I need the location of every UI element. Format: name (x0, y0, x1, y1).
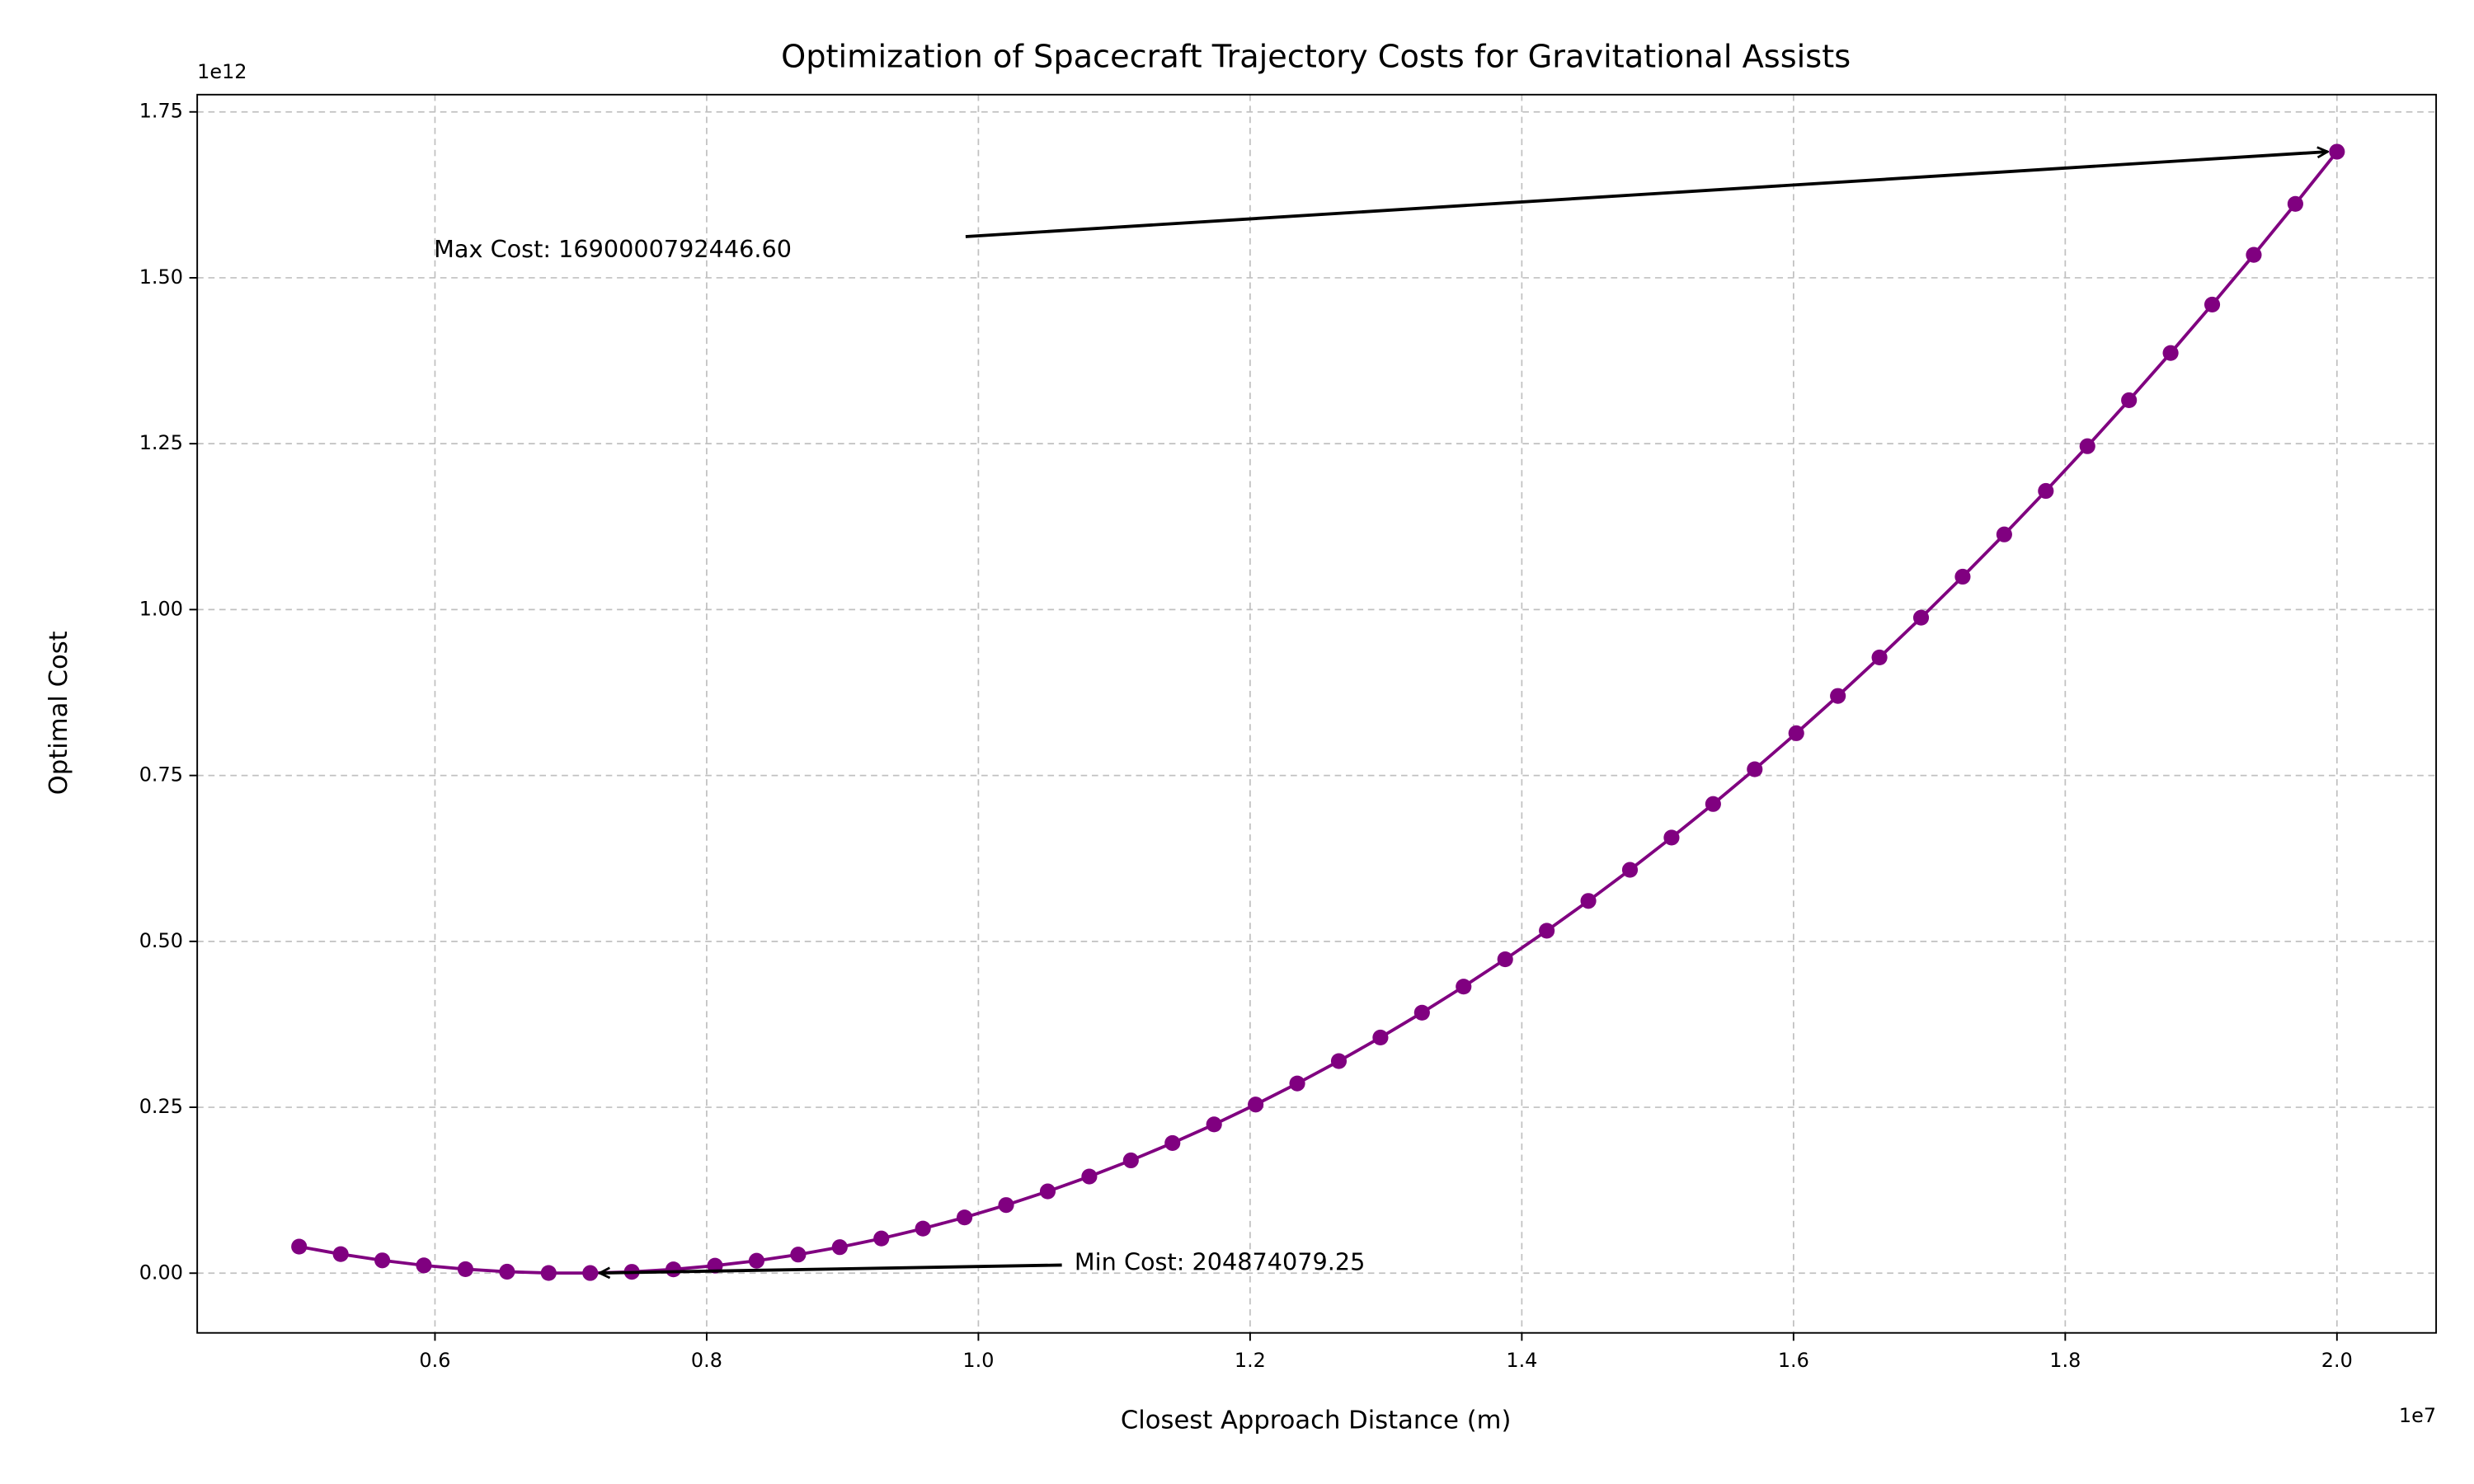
data-point (374, 1252, 391, 1269)
data-point (1122, 1152, 1139, 1169)
y-tick-label: 1.50 (139, 265, 183, 289)
x-tick-label: 1.8 (2049, 1349, 2081, 1372)
x-offset-label: 1e7 (2399, 1404, 2436, 1427)
data-point (1413, 1004, 1430, 1021)
data-point (957, 1209, 973, 1226)
data-point (1456, 979, 1472, 995)
data-point (1539, 923, 1555, 939)
y-tick-label: 0.25 (139, 1095, 183, 1118)
data-point (1830, 688, 1846, 704)
data-point (1788, 725, 1804, 741)
x-tick-label: 1.2 (1235, 1349, 1266, 1372)
x-tick-label: 1.6 (1778, 1349, 1809, 1372)
x-tick-label: 0.8 (691, 1349, 722, 1372)
x-tick-label: 1.0 (962, 1349, 994, 1372)
grid (197, 94, 2437, 1333)
data-point (1081, 1168, 1098, 1185)
data-point (1372, 1029, 1389, 1046)
data-point (2204, 296, 2221, 312)
data-point (1497, 951, 1513, 968)
data-point (457, 1261, 474, 1277)
data-point (1871, 649, 1888, 666)
data-point (1912, 609, 1930, 626)
data-point (2079, 438, 2095, 454)
annotation: Min Cost: 204874079.25 (1075, 1248, 1365, 1276)
data-point (499, 1263, 515, 1280)
data-point (582, 1265, 599, 1281)
data-point (291, 1238, 308, 1255)
data-point (1248, 1097, 1264, 1113)
y-axis-label: Optimal Cost (45, 631, 73, 795)
y-tick-label: 1.75 (139, 100, 183, 123)
data-point (2287, 195, 2303, 212)
data-point (1164, 1134, 1181, 1151)
x-axis-label: Closest Approach Distance (m) (1121, 1406, 1512, 1435)
data-point (1580, 893, 1597, 909)
data-point (416, 1257, 432, 1274)
data-point (1996, 526, 2012, 542)
data-point (666, 1261, 682, 1278)
data-point (1039, 1183, 1056, 1200)
y-tick-label: 0.00 (139, 1261, 183, 1284)
data-point (2329, 143, 2345, 160)
data-point (2121, 392, 2138, 409)
data-point (831, 1239, 848, 1256)
series-line (299, 150, 2339, 1275)
y-tick-label: 0.75 (139, 763, 183, 787)
data-point (915, 1220, 931, 1237)
data-point (1621, 862, 1639, 878)
axes-frame (196, 93, 2438, 1334)
data-point (540, 1265, 557, 1281)
data-point (1954, 568, 1971, 585)
data-point (1705, 796, 1721, 812)
data-point (1330, 1053, 1348, 1069)
data-point (998, 1197, 1014, 1214)
data-point (873, 1230, 890, 1247)
data-point (2038, 482, 2054, 500)
data-point (748, 1252, 765, 1269)
x-tick-label: 2.0 (2321, 1349, 2353, 1372)
annotation-arrow (600, 1263, 1062, 1273)
y-offset-label: 1e12 (197, 60, 247, 83)
y-tick-label: 1.25 (139, 431, 183, 454)
x-tick-label: 1.4 (1506, 1349, 1537, 1372)
plot-area (291, 143, 2345, 1281)
data-point (332, 1246, 349, 1262)
annotation: Max Cost: 1690000792446.60 (434, 235, 792, 263)
data-point (1747, 761, 1763, 777)
data-point (2162, 345, 2179, 361)
data-point (790, 1247, 807, 1263)
y-tick-label: 1.00 (139, 597, 183, 620)
annotation-arrow (965, 152, 2327, 238)
data-point (1289, 1075, 1305, 1092)
data-point (2246, 247, 2262, 263)
data-point (1663, 829, 1680, 846)
y-tick-label: 0.50 (139, 929, 183, 952)
data-point (1206, 1116, 1222, 1133)
chart-title: Optimization of Spacecraft Trajectory Co… (781, 38, 1851, 75)
x-tick-label: 0.6 (419, 1349, 450, 1372)
